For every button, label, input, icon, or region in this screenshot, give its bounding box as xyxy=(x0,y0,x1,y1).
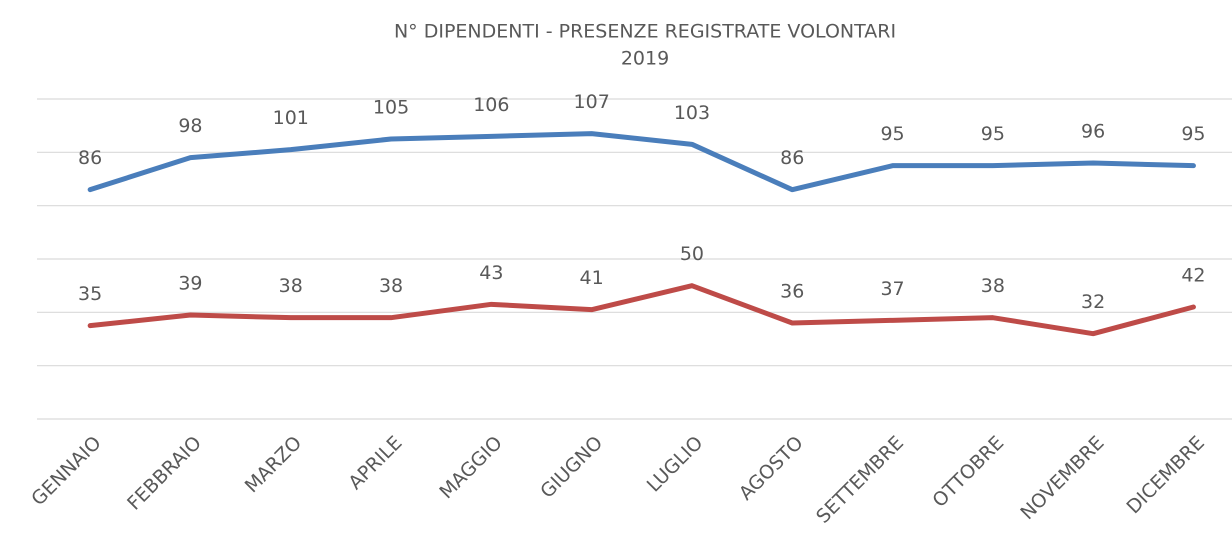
x-tick-label: LUGLIO xyxy=(643,432,708,497)
data-label: 38 xyxy=(279,275,303,297)
data-label: 95 xyxy=(880,123,904,145)
chart-title: N° DIPENDENTI - PRESENZE REGISTRATE VOLO… xyxy=(394,21,896,43)
data-label: 95 xyxy=(1181,123,1205,145)
data-label: 98 xyxy=(178,115,202,137)
x-tick-label: APRILE xyxy=(344,432,406,494)
data-label: 86 xyxy=(780,147,804,169)
data-label: 86 xyxy=(78,147,102,169)
series-line xyxy=(87,283,1196,337)
x-tick-label: AGOSTO xyxy=(735,432,808,505)
data-label: 101 xyxy=(273,107,309,129)
x-tick-label: FEBBRAIO xyxy=(123,432,206,515)
series-line xyxy=(87,131,1196,193)
data-label: 38 xyxy=(981,275,1005,297)
x-tick-label: MARZO xyxy=(241,432,306,497)
data-label: 32 xyxy=(1081,291,1105,313)
x-tick-label: GENNAIO xyxy=(27,432,105,510)
data-label: 107 xyxy=(574,91,610,113)
data-label: 41 xyxy=(580,267,604,289)
x-tick-label: OTTOBRE xyxy=(928,432,1008,512)
x-tick-label: NOVEMBRE xyxy=(1016,432,1108,524)
data-label: 36 xyxy=(780,281,804,303)
data-label: 96 xyxy=(1081,121,1105,143)
data-label: 37 xyxy=(880,278,904,300)
data-label: 106 xyxy=(473,94,509,116)
data-label: 35 xyxy=(78,283,102,305)
data-label: 38 xyxy=(379,275,403,297)
data-label: 43 xyxy=(479,262,503,284)
data-label: 95 xyxy=(981,123,1005,145)
data-label: 39 xyxy=(178,273,202,295)
data-label: 105 xyxy=(373,97,409,119)
data-label: 103 xyxy=(674,102,710,124)
data-label: 42 xyxy=(1181,265,1205,287)
x-tick-label: GIUGNO xyxy=(536,432,607,503)
x-tick-label: SETTEMBRE xyxy=(812,432,908,528)
data-label: 50 xyxy=(680,243,704,265)
chart-subtitle: 2019 xyxy=(621,48,669,70)
x-tick-label: MAGGIO xyxy=(435,432,506,503)
x-tick-label: DICEMBRE xyxy=(1123,432,1209,518)
